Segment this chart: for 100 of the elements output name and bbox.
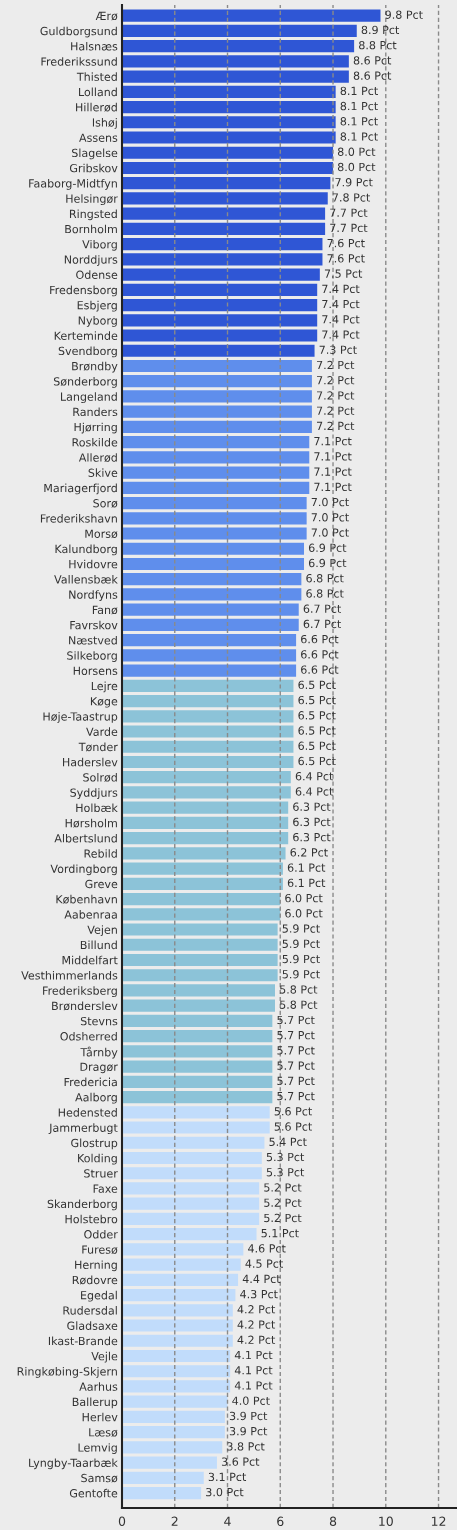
y-tick-label: Ringkøbing-Skjern	[17, 1367, 117, 1378]
bar	[122, 496, 307, 510]
y-tick-label: Hedensted	[58, 1108, 117, 1117]
bar	[122, 634, 297, 647]
bar	[122, 24, 357, 37]
data-label: 5.7 Pct	[277, 1046, 315, 1055]
data-label: 7.2 Pct	[317, 421, 355, 431]
bar	[122, 892, 281, 906]
bar	[122, 344, 315, 357]
data-label: 7.0 Pct	[311, 528, 349, 537]
x-tick-label: 4	[224, 1516, 231, 1526]
bar	[122, 390, 312, 403]
data-label: 7.4 Pct	[322, 300, 360, 309]
bar	[122, 1243, 244, 1256]
y-tick-label: Holbæk	[76, 803, 118, 813]
bar	[122, 283, 318, 296]
y-tick-label: Silkeborg	[67, 651, 117, 662]
data-label: 4.4 Pct	[242, 1274, 281, 1284]
data-label: 4.1 Pct	[234, 1350, 273, 1360]
bar	[122, 359, 312, 373]
bar	[122, 1030, 273, 1043]
y-tick-label: Rebild	[84, 849, 117, 858]
data-label: 6.0 Pct	[285, 909, 323, 918]
y-tick-label: Horsens	[73, 666, 118, 675]
bar	[122, 862, 283, 875]
y-tick-label: Esbjerg	[77, 300, 117, 312]
bar	[122, 1273, 239, 1286]
data-label: 6.8 Pct	[306, 589, 344, 598]
data-label: 7.0 Pct	[311, 497, 349, 507]
y-tick-label: Haderslev	[63, 757, 118, 767]
bar	[122, 329, 318, 342]
bar	[122, 694, 294, 708]
y-tick-label: Solrød	[83, 772, 117, 782]
y-tick-label: Thisted	[76, 72, 117, 81]
bar	[122, 116, 336, 129]
data-label: 8.1 Pct	[340, 132, 378, 141]
bar	[122, 1075, 273, 1088]
data-label: 6.3 Pct	[293, 802, 331, 811]
data-label: 5.7 Pct	[277, 1076, 315, 1086]
y-tick-label: Halsnæs	[71, 41, 118, 51]
y-tick-label: Roskilde	[72, 437, 118, 447]
y-tick-label: Middelfart	[62, 955, 118, 965]
y-tick-label: Guldborgsund	[40, 26, 117, 38]
bar	[122, 9, 381, 22]
data-label: 7.1 Pct	[314, 482, 352, 492]
bar	[122, 177, 331, 190]
y-tick-label: Vallensbæk	[54, 574, 118, 584]
data-label: 5.9 Pct	[282, 924, 320, 933]
y-tick-label: Randers	[73, 407, 118, 417]
y-tick-label: Aalborg	[75, 1092, 117, 1104]
data-label: 4.0 Pct	[232, 1396, 270, 1405]
bar	[122, 1319, 233, 1332]
data-label: 5.8 Pct	[280, 985, 318, 994]
y-tick-label: Herlev	[82, 1412, 118, 1422]
data-label: 7.3 Pct	[319, 345, 357, 354]
bar	[122, 1121, 270, 1134]
data-label: 5.2 Pct	[264, 1183, 302, 1192]
bar	[122, 999, 275, 1012]
data-label: 6.8 Pct	[306, 574, 344, 583]
bar	[122, 1288, 236, 1302]
data-label: 8.6 Pct	[353, 56, 392, 65]
bar	[122, 710, 294, 723]
y-tick-label: Skanderborg	[47, 1199, 117, 1211]
bar	[122, 131, 336, 144]
data-label: 5.7 Pct	[277, 1061, 315, 1070]
data-label: 4.5 Pct	[245, 1259, 283, 1268]
data-label: 6.6 Pct	[301, 634, 339, 644]
bar	[122, 100, 336, 114]
data-label: 5.7 Pct	[277, 1031, 315, 1040]
data-label: 4.1 Pct	[234, 1381, 273, 1390]
data-label: 5.2 Pct	[264, 1213, 302, 1223]
data-label: 7.6 Pct	[327, 238, 365, 248]
bar	[122, 314, 318, 327]
data-label: 5.6 Pct	[274, 1122, 312, 1131]
data-label: 6.2 Pct	[290, 848, 328, 857]
y-tick-label: Albertslund	[54, 833, 117, 843]
y-tick-label: Kalundborg	[55, 544, 117, 556]
bar	[122, 740, 294, 753]
y-tick-label: Ringsted	[69, 209, 117, 221]
y-tick-label: Lejre	[91, 681, 118, 693]
bar	[122, 832, 289, 845]
y-tick-label: Assens	[79, 133, 118, 142]
bar	[122, 1486, 202, 1500]
bar	[122, 436, 310, 449]
data-label: 7.4 Pct	[322, 330, 360, 339]
y-tick-label: Ishøj	[92, 118, 117, 129]
data-label: 7.1 Pct	[314, 452, 352, 461]
data-label: 5.9 Pct	[282, 939, 320, 948]
y-tick-label: Fanø	[92, 605, 118, 615]
y-tick-label: Svendborg	[58, 346, 117, 358]
bar	[122, 725, 294, 738]
bar	[122, 649, 297, 662]
data-label: 5.3 Pct	[266, 1168, 305, 1177]
y-tick-label: Morsø	[85, 529, 118, 539]
y-tick-label: Dragør	[80, 1062, 118, 1074]
y-tick-label: Tønder	[78, 742, 118, 752]
y-tick-label: Greve	[85, 879, 118, 889]
y-tick-label: Helsingør	[66, 194, 118, 205]
y-tick-label: Ikast-Brande	[48, 1336, 118, 1346]
bar	[122, 466, 310, 479]
